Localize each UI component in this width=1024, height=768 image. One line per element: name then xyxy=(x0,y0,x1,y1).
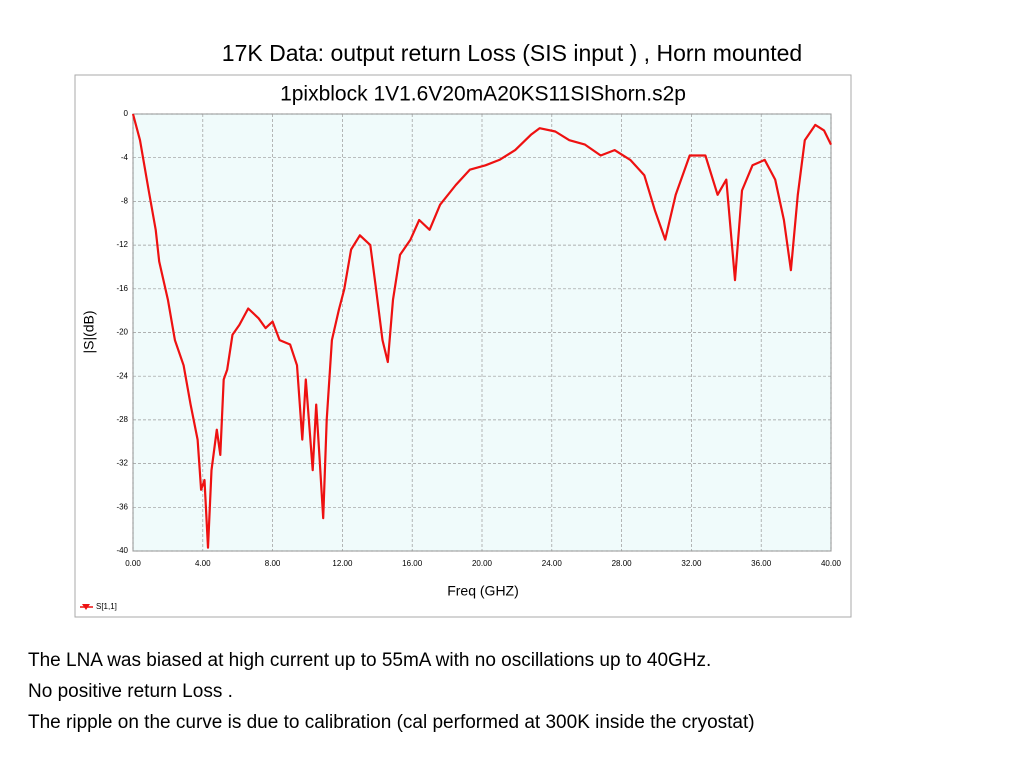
y-tick-label: -36 xyxy=(116,502,128,511)
y-tick-label: -28 xyxy=(116,415,128,424)
y-tick-label: -8 xyxy=(121,197,129,206)
y-tick-label: 0 xyxy=(124,109,129,118)
y-tick-label: -40 xyxy=(116,546,128,555)
x-tick-label: 32.00 xyxy=(681,559,702,568)
x-tick-label: 16.00 xyxy=(402,559,423,568)
slide-title: 17K Data: output return Loss (SIS input … xyxy=(222,40,802,66)
x-axis-label: Freq (GHZ) xyxy=(447,583,519,599)
x-tick-label: 0.00 xyxy=(125,559,141,568)
y-axis-label: |S|(dB) xyxy=(81,310,97,353)
legend-label: S[1,1] xyxy=(96,602,117,611)
y-tick-label: -16 xyxy=(116,284,128,293)
y-tick-label: -12 xyxy=(116,240,128,249)
note: No positive return Loss . xyxy=(28,681,233,702)
data-line xyxy=(131,113,832,549)
x-tick-label: 36.00 xyxy=(751,559,772,568)
x-tick-label: 8.00 xyxy=(265,559,281,568)
y-tick-label: -24 xyxy=(116,371,128,380)
y-tick-label: -20 xyxy=(116,328,128,337)
x-tick-label: 20.00 xyxy=(472,559,493,568)
x-tick-label: 4.00 xyxy=(195,559,211,568)
y-tick-label: -4 xyxy=(121,153,129,162)
y-tick-label: -32 xyxy=(116,459,128,468)
chart-title: 1pixblock 1V1.6V20mA20KS11SIShorn.s2p xyxy=(280,83,686,106)
x-tick-label: 28.00 xyxy=(612,559,633,568)
x-tick-label: 12.00 xyxy=(332,559,353,568)
x-tick-label: 24.00 xyxy=(542,559,563,568)
note: The LNA was biased at high current up to… xyxy=(28,650,712,671)
x-tick-label: 40.00 xyxy=(821,559,842,568)
note: The ripple on the curve is due to calibr… xyxy=(28,712,755,733)
